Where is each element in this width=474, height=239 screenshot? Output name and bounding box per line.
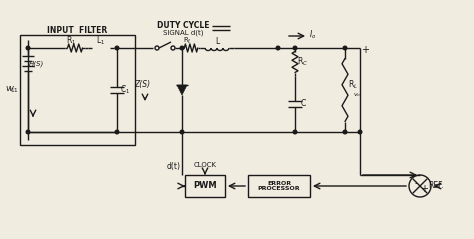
Text: v$_1$: v$_1$	[8, 85, 18, 95]
Text: d(t): d(t)	[167, 163, 181, 172]
Text: L: L	[215, 37, 219, 45]
Text: Z(S): Z(S)	[134, 81, 150, 89]
Circle shape	[343, 46, 347, 50]
Circle shape	[293, 130, 297, 134]
Text: H(S): H(S)	[28, 61, 44, 67]
Bar	[248, 175, 310, 197]
Text: R$_C$: R$_C$	[298, 56, 309, 68]
Circle shape	[26, 46, 30, 50]
Text: PWM: PWM	[193, 181, 217, 190]
Text: R$_1$: R$_1$	[66, 35, 76, 47]
Circle shape	[343, 130, 347, 134]
Text: C: C	[301, 99, 306, 109]
Polygon shape	[177, 85, 187, 95]
Text: REF.: REF.	[428, 181, 444, 190]
Bar	[20, 35, 135, 145]
Text: v$_o$: v$_o$	[353, 91, 361, 99]
Circle shape	[180, 130, 184, 134]
Text: R$_L$: R$_L$	[348, 79, 358, 91]
Circle shape	[180, 46, 184, 50]
Text: I$_o$: I$_o$	[310, 29, 317, 41]
Text: -: -	[414, 178, 418, 188]
Text: L$_1$: L$_1$	[96, 35, 106, 47]
Circle shape	[115, 130, 119, 134]
Text: v$_1$: v$_1$	[5, 85, 15, 95]
Bar	[185, 175, 225, 197]
Text: R$_\ell$: R$_\ell$	[182, 36, 191, 46]
Circle shape	[293, 46, 297, 50]
Text: +: +	[420, 184, 428, 194]
Circle shape	[115, 46, 119, 50]
Text: INPUT  FILTER: INPUT FILTER	[47, 26, 108, 34]
Text: DUTY CYCLE: DUTY CYCLE	[157, 21, 210, 29]
Text: ERROR
PROCESSOR: ERROR PROCESSOR	[258, 181, 301, 191]
Text: +: +	[361, 45, 369, 55]
Text: C$_1$: C$_1$	[120, 84, 130, 96]
Circle shape	[358, 130, 362, 134]
Text: SIGNAL d(t): SIGNAL d(t)	[163, 30, 204, 36]
Circle shape	[26, 130, 30, 134]
Circle shape	[276, 46, 280, 50]
Text: CLOCK: CLOCK	[193, 162, 217, 168]
